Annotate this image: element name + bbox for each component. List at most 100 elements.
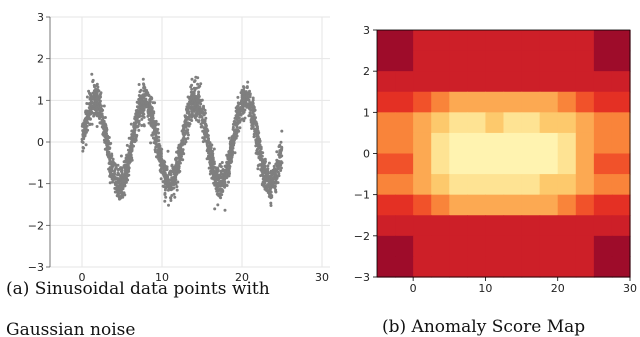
- scatter-point: [260, 160, 264, 163]
- scatter-point: [139, 109, 143, 113]
- scatter-point: [143, 86, 147, 90]
- scatter-point: [219, 188, 222, 192]
- scatter-points: [80, 72, 284, 212]
- scatter-point: [120, 194, 124, 198]
- scatter-point: [145, 88, 148, 92]
- scatter-point: [245, 102, 249, 106]
- scatter-point: [210, 162, 213, 166]
- scatter-point: [227, 159, 231, 163]
- scatter-point: [189, 99, 192, 103]
- scatter-point: [227, 174, 231, 178]
- scatter-point: [95, 112, 99, 116]
- heatmap-cell: [377, 256, 396, 278]
- scatter-point: [120, 184, 124, 188]
- heatmap-cell: [539, 235, 559, 258]
- heatmap-cell: [467, 153, 487, 175]
- scatter-point: [184, 140, 188, 144]
- scatter-point: [206, 148, 210, 151]
- scatter-point: [159, 153, 163, 157]
- heatmap-cell: [503, 50, 523, 72]
- scatter-point: [113, 190, 117, 194]
- scatter-point: [172, 166, 176, 170]
- scatter-point: [152, 119, 156, 123]
- heatmap-cells: [377, 30, 631, 278]
- heatmap-cell: [521, 91, 541, 113]
- scatter-point: [165, 174, 169, 178]
- scatter-point: [136, 113, 140, 117]
- heatmap-cell: [575, 112, 595, 134]
- heatmap-y-tick-label: −3: [354, 271, 370, 284]
- scatter-point: [256, 164, 260, 168]
- scatter-point: [279, 140, 283, 144]
- scatter-point: [86, 128, 90, 132]
- scatter-point: [213, 173, 217, 177]
- scatter-point: [244, 90, 248, 94]
- scatter-point: [227, 151, 231, 155]
- heatmap-cell: [557, 112, 577, 134]
- scatter-point: [177, 170, 181, 174]
- scatter-x-tick-label: 0: [79, 271, 86, 284]
- heatmap-cell: [575, 256, 595, 278]
- scatter-point: [190, 108, 194, 112]
- scatter-point: [135, 100, 139, 104]
- scatter-point: [193, 79, 197, 83]
- scatter-point: [188, 122, 192, 126]
- scatter-point: [100, 118, 104, 122]
- heatmap-cell: [485, 235, 505, 258]
- heatmap-cell: [575, 174, 595, 196]
- heatmap-cell: [611, 194, 631, 216]
- scatter-point: [200, 124, 204, 128]
- heatmap-x-ticks: 0 10 20 30: [410, 277, 637, 295]
- heatmap-y-tick-label: 1: [363, 106, 370, 119]
- scatter-point: [194, 75, 198, 79]
- scatter-point: [109, 160, 113, 164]
- scatter-point: [102, 104, 106, 108]
- scatter-point: [161, 171, 164, 175]
- scatter-point: [90, 72, 94, 76]
- scatter-point: [267, 161, 271, 165]
- scatter-point: [96, 104, 100, 108]
- scatter-point: [84, 143, 88, 147]
- scatter-point: [227, 136, 231, 140]
- scatter-point: [89, 93, 92, 97]
- scatter-point: [218, 181, 222, 185]
- heatmap-cell: [395, 71, 414, 93]
- heatmap-cell: [377, 112, 396, 134]
- scatter-point: [223, 168, 227, 172]
- scatter-point: [110, 152, 114, 156]
- scatter-point: [177, 160, 181, 164]
- heatmap-cell: [449, 215, 468, 237]
- scatter-point: [86, 111, 90, 115]
- scatter-point: [81, 146, 85, 149]
- heatmap-cell: [611, 91, 631, 113]
- scatter-point: [144, 101, 148, 105]
- scatter-point: [270, 178, 274, 182]
- heatmap-cell: [593, 153, 613, 175]
- scatter-point: [181, 151, 185, 155]
- heatmap-cell: [431, 256, 450, 278]
- scatter-point: [258, 143, 262, 147]
- heatmap-cell: [593, 215, 613, 237]
- heatmap-cell: [521, 153, 541, 175]
- scatter-point: [190, 77, 194, 81]
- heatmap-cell: [611, 112, 631, 134]
- heatmap-cell: [485, 256, 505, 278]
- heatmap-cell: [467, 112, 487, 134]
- scatter-point: [111, 180, 115, 184]
- scatter-point: [116, 168, 120, 172]
- scatter-point: [150, 109, 154, 113]
- heatmap-cell: [467, 71, 487, 93]
- scatter-point: [156, 122, 160, 126]
- scatter-point: [103, 116, 107, 119]
- heatmap-cell: [485, 91, 505, 113]
- scatter-y-tick-label: −3: [28, 261, 44, 274]
- heatmap-cell: [485, 30, 505, 52]
- scatter-point: [203, 139, 207, 143]
- scatter-point: [241, 111, 245, 115]
- scatter-point: [92, 104, 96, 108]
- heatmap-x-tick-label: 10: [478, 282, 492, 295]
- scatter-point: [214, 181, 218, 185]
- scatter-point: [107, 141, 111, 145]
- scatter-point: [119, 189, 123, 193]
- heatmap-cell: [413, 215, 432, 237]
